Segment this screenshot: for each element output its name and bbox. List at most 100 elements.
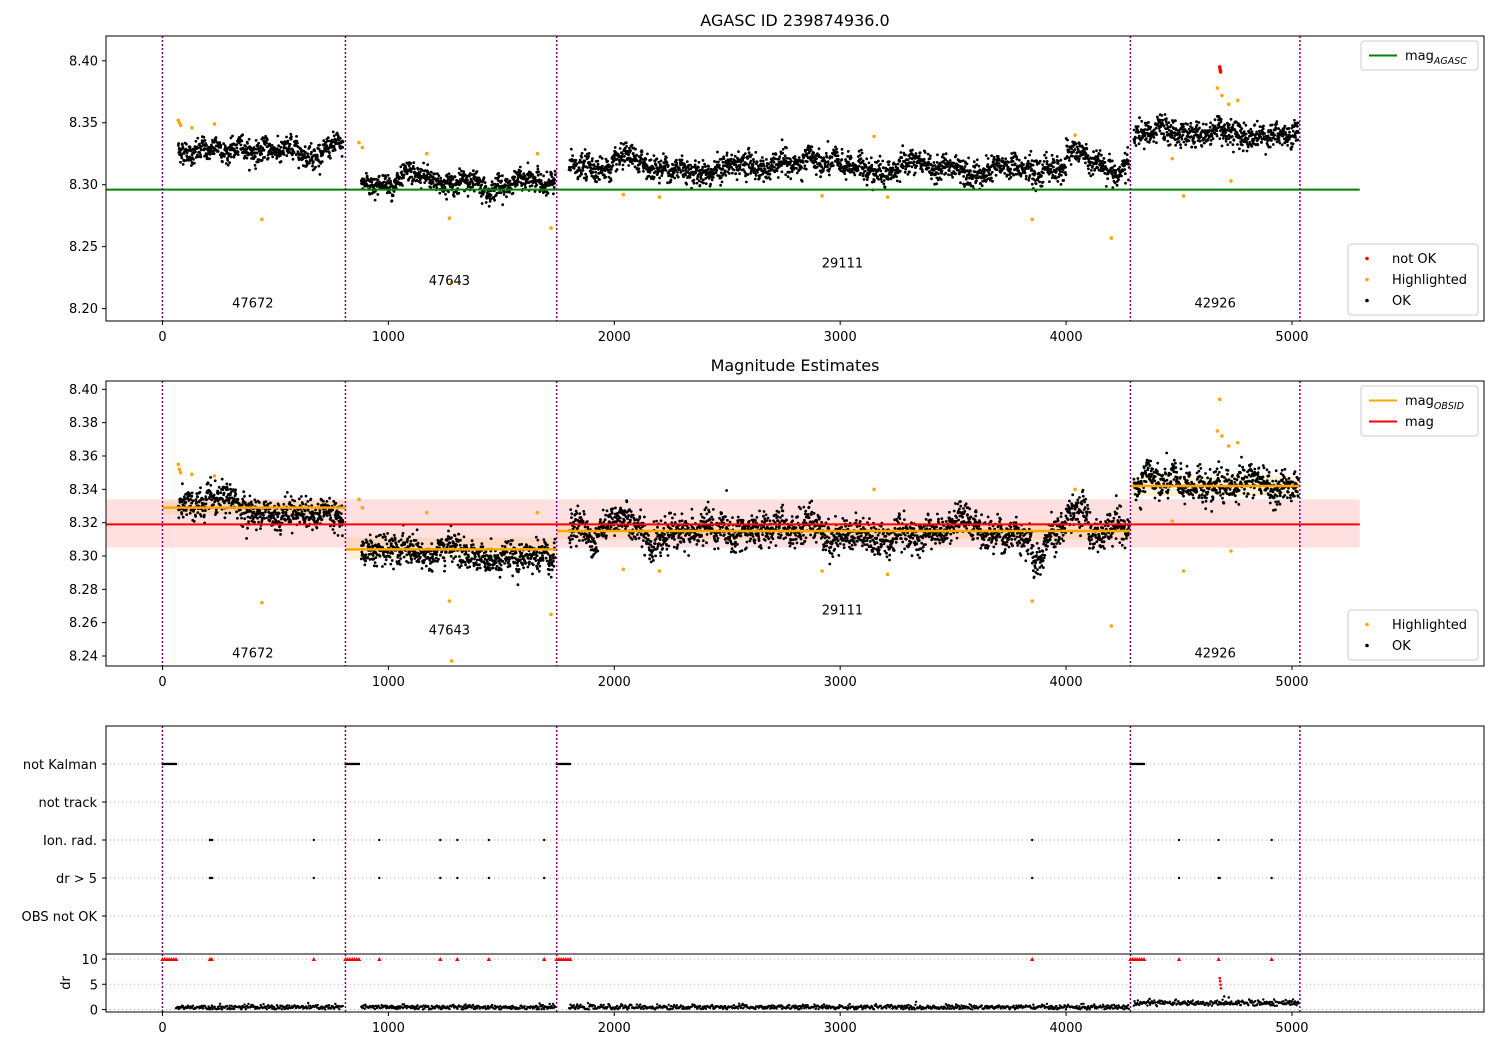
ok-point [316,502,320,506]
ok-point [285,135,288,139]
x-tick-label: 2000 [598,330,631,345]
highlighted-point [1109,236,1114,240]
ok-point [1102,157,1106,160]
ok-point [1015,155,1018,159]
ok-point [412,161,416,165]
ok-point [765,176,769,180]
ok-point [1179,143,1182,147]
ok-point [591,170,595,174]
ok-point [835,147,838,151]
ok-point [926,152,930,156]
ok-point [717,160,720,164]
ok-point [505,195,508,199]
ok-point [235,143,239,147]
ok-point [826,160,830,164]
ok-point [266,502,270,506]
ok-point [212,493,216,497]
ok-point [692,178,696,182]
x-tick-label: 4000 [1050,330,1083,345]
ok-point [768,166,771,170]
highlighted-point [1170,156,1175,161]
ok-point [255,151,259,155]
ok-point [290,135,293,139]
ok-point [1147,121,1150,124]
ok-point [544,194,548,197]
ok-point [824,151,828,155]
ok-point [657,160,661,164]
ok-point [257,520,260,524]
ok-point [1293,118,1296,122]
ok-point [828,167,831,171]
ok-point [633,165,637,169]
ok-point [594,170,598,174]
ok-point [1169,124,1173,127]
ok-point [781,147,785,151]
ok-point [289,495,293,498]
ok-point [332,145,336,148]
ok-point [1031,163,1035,167]
ok-point [228,496,232,499]
ok-point [780,138,784,142]
ok-point [296,141,299,145]
ok-point [1238,147,1241,151]
ok-point [742,154,745,157]
ok-point [225,482,229,486]
ok-point [691,165,694,169]
ok-point [621,152,624,156]
ok-point [707,177,711,180]
ok-point [812,161,815,165]
ok-point [198,490,202,494]
ok-point [194,150,197,154]
ok-point [246,142,249,145]
ok-point [732,168,736,172]
ok-point [198,142,201,146]
ok-point [1208,129,1212,132]
ok-point [338,136,342,140]
ok-point [1049,167,1053,171]
ok-point [833,159,837,163]
ok-point [196,511,200,514]
ok-point [642,169,645,173]
ok-point [247,502,251,506]
ok-point [300,510,304,513]
ok-point [269,501,272,505]
ok-point [482,190,486,194]
ok-point [201,140,205,144]
ok-point [676,175,680,179]
ok-point [437,557,440,561]
ok-point [795,166,798,170]
ok-point [1091,173,1095,176]
ok-point [609,171,612,174]
ok-point [1087,171,1091,175]
ok-point [235,146,239,150]
ok-point [262,513,265,517]
ok-point [587,152,591,155]
ok-point [737,150,740,154]
ok-point [266,156,270,160]
ok-point [268,519,272,523]
ok-point [219,491,223,495]
ok-point [252,157,256,161]
ok-point [442,190,445,194]
ok-point [648,171,652,174]
ok-point [466,185,470,189]
highlighted-point [820,194,824,198]
ok-point [284,146,288,150]
ok-point [834,145,837,149]
ok-point [1277,136,1281,140]
ok-point [209,476,213,479]
ok-point [390,559,394,562]
ok-point [238,136,242,140]
ok-point [241,525,245,528]
ok-point [858,153,862,157]
ok-point [1215,134,1219,138]
ok-point [416,541,420,545]
ok-point [1117,178,1120,182]
ok-point [652,175,656,179]
legend-mag-agasc: magAGASC [1360,40,1479,71]
ok-point [1015,157,1019,161]
ok-point [218,141,222,145]
ok-point [1012,173,1015,177]
ok-point [1144,137,1148,141]
ok-point [663,166,667,170]
